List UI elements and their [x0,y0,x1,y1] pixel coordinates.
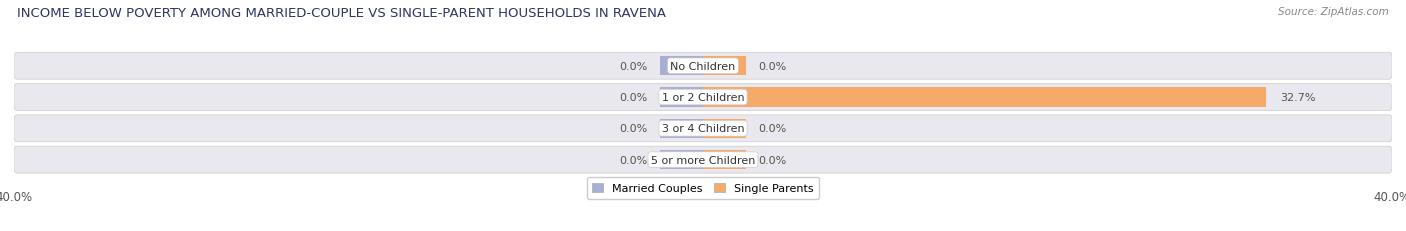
FancyBboxPatch shape [14,53,1392,80]
Text: 0.0%: 0.0% [758,61,786,71]
Text: INCOME BELOW POVERTY AMONG MARRIED-COUPLE VS SINGLE-PARENT HOUSEHOLDS IN RAVENA: INCOME BELOW POVERTY AMONG MARRIED-COUPL… [17,7,666,20]
Text: 0.0%: 0.0% [758,155,786,165]
Text: 0.0%: 0.0% [620,155,648,165]
Text: 1 or 2 Children: 1 or 2 Children [662,93,744,103]
Text: 0.0%: 0.0% [758,124,786,134]
Text: 3 or 4 Children: 3 or 4 Children [662,124,744,134]
Text: Source: ZipAtlas.com: Source: ZipAtlas.com [1278,7,1389,17]
Bar [659,88,703,107]
Bar [703,57,747,76]
Text: 0.0%: 0.0% [620,61,648,71]
Text: 32.7%: 32.7% [1279,93,1316,103]
Bar [703,88,1267,107]
Legend: Married Couples, Single Parents: Married Couples, Single Parents [586,177,820,199]
FancyBboxPatch shape [14,84,1392,111]
Text: 5 or more Children: 5 or more Children [651,155,755,165]
Text: 0.0%: 0.0% [620,124,648,134]
Bar [659,150,703,170]
Text: 0.0%: 0.0% [620,93,648,103]
FancyBboxPatch shape [14,115,1392,142]
Bar [659,57,703,76]
FancyBboxPatch shape [14,146,1392,173]
Text: No Children: No Children [671,61,735,71]
Bar [659,119,703,138]
Bar [703,119,747,138]
Bar [703,150,747,170]
